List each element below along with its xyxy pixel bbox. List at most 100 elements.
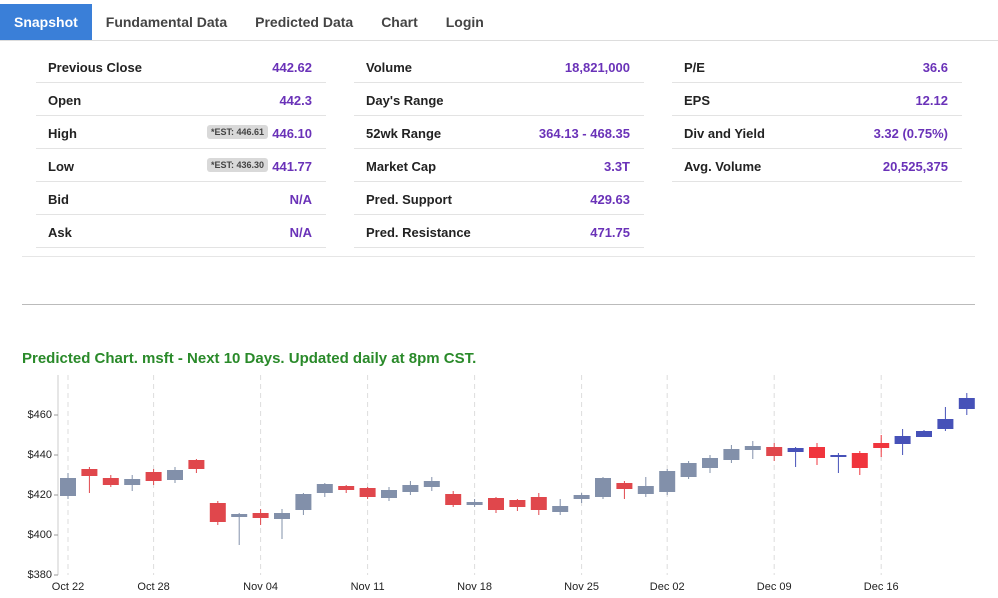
stat-value: 441.77: [272, 159, 312, 174]
stat-value: 429.63: [590, 192, 630, 207]
tab[interactable]: Login: [445, 14, 484, 30]
stat-row: Avg. Volume 20,525,375: [672, 149, 962, 182]
candle-body: [295, 494, 312, 510]
candle-body: [830, 455, 847, 457]
candle-body: [873, 443, 890, 448]
stat-row: Day's Range: [354, 83, 644, 116]
tab[interactable]: Chart: [381, 14, 418, 30]
stat-row: P/E 36.6: [672, 50, 962, 83]
candle-body: [60, 478, 76, 496]
stats-column: Volume 18,821,000 Day's Range 52wk Range 364…: [354, 50, 644, 248]
stat-row: Open 442.3: [36, 83, 326, 116]
y-tick-label: $420: [28, 489, 52, 501]
candle-body: [359, 488, 376, 497]
candle-body: [659, 471, 676, 492]
candle-body: [937, 419, 954, 429]
candle-body: [530, 497, 547, 510]
y-tick-label: $400: [28, 529, 52, 541]
candle-body: [466, 502, 483, 505]
x-tick-label: Oct 28: [137, 581, 169, 593]
candle-body: [124, 479, 141, 485]
candle-body: [488, 498, 504, 510]
stat-row: Pred. Resistance 471.75: [354, 215, 644, 248]
y-tick-label: $460: [28, 409, 52, 421]
stat-row: EPS 12.12: [672, 83, 962, 116]
candle-body: [552, 506, 569, 512]
candle-body: [402, 485, 419, 492]
stat-row: Ask N/A: [36, 215, 326, 248]
estimate-badge: *EST: 446.61: [206, 125, 268, 139]
stat-label: Bid: [48, 192, 69, 207]
stat-row: Low *EST: 436.30 441.77: [36, 149, 326, 182]
stat-label: Low: [48, 159, 74, 174]
candle-body: [744, 446, 761, 450]
candle-body: [680, 463, 697, 477]
y-tick-label: $380: [28, 569, 52, 581]
estimate-badge: *EST: 436.30: [206, 158, 268, 172]
stat-value: 20,525,375: [882, 159, 948, 174]
chart: $380 $400 $420 $440 $460 Oct 22 Oct 28 Nov 04 No…: [28, 375, 975, 593]
stat-row: 52wk Range 364.13 - 468.35: [354, 116, 644, 149]
stat-label: Div and Yield: [684, 126, 765, 141]
candle-body: [509, 500, 526, 507]
candle-body: [102, 478, 119, 485]
x-tick-label: Nov 04: [243, 581, 278, 593]
tab[interactable]: Snapshot: [0, 4, 92, 40]
tab[interactable]: Fundamental Data: [105, 14, 228, 30]
stat-label: Ask: [48, 225, 72, 240]
x-tick-label: Oct 22: [52, 581, 84, 593]
candle-body: [766, 447, 783, 456]
stat-label: P/E: [684, 60, 705, 75]
candle-body: [573, 495, 590, 499]
stat-label: 52wk Range: [366, 126, 442, 141]
stat-row: Previous Close 442.62: [36, 50, 326, 83]
stat-value: 446.10: [272, 126, 312, 141]
y-tick-label: $440: [28, 449, 52, 461]
stat-value: 18,821,000: [564, 60, 630, 75]
stats-column: P/E 36.6 EPS 12.12 Div and Yield 3.32 (0.75%)…: [672, 50, 962, 182]
stat-value: 364.13 - 468.35: [538, 126, 630, 141]
candle-body: [145, 472, 162, 481]
stat-label: Volume: [366, 60, 412, 75]
candle-body: [316, 484, 333, 493]
candle-body: [916, 431, 932, 437]
x-tick-label: Dec 02: [650, 581, 685, 593]
stat-label: Pred. Resistance: [366, 225, 471, 240]
stat-row: Volume 18,821,000: [354, 50, 644, 83]
candle-body: [252, 513, 269, 518]
stat-row: Div and Yield 3.32 (0.75%): [672, 116, 962, 149]
stat-label: High: [48, 126, 77, 141]
candle-body: [702, 458, 718, 468]
candle-body: [423, 481, 440, 487]
stat-label: EPS: [684, 93, 711, 108]
tab[interactable]: Predicted Data: [255, 14, 354, 30]
candle-body: [723, 449, 740, 460]
candle-body: [231, 514, 248, 517]
candle-body: [809, 447, 825, 458]
tab-bar: Snapshot Fundamental Data Predicted Data Ch…: [0, 4, 998, 41]
stat-label: Day's Range: [366, 93, 444, 108]
stat-value: 12.12: [915, 93, 948, 108]
x-tick-label: Dec 09: [757, 581, 792, 593]
stats-column: Previous Close 442.62 Open 442.3 High *EST: 4…: [36, 50, 326, 248]
candle-body: [787, 448, 804, 452]
candle-body: [445, 494, 462, 505]
stat-value: 3.32 (0.75%): [873, 126, 948, 141]
stat-value: N/A: [289, 192, 312, 207]
candle-body: [894, 436, 911, 444]
candle-body: [274, 513, 290, 519]
candle-body: [167, 470, 183, 480]
x-tick-label: Nov 11: [351, 581, 385, 593]
candle-body: [616, 483, 633, 489]
stat-row: Pred. Support 429.63: [354, 182, 644, 215]
candle-body: [209, 503, 226, 522]
candle-body: [381, 490, 397, 498]
candle-body: [851, 453, 868, 468]
x-tick-label: Dec 16: [864, 581, 899, 593]
stat-value: 36.6: [922, 60, 948, 75]
stat-label: Market Cap: [366, 159, 437, 174]
candle-body: [188, 460, 205, 469]
stat-value: 471.75: [590, 225, 630, 240]
stat-value: 442.3: [279, 93, 312, 108]
